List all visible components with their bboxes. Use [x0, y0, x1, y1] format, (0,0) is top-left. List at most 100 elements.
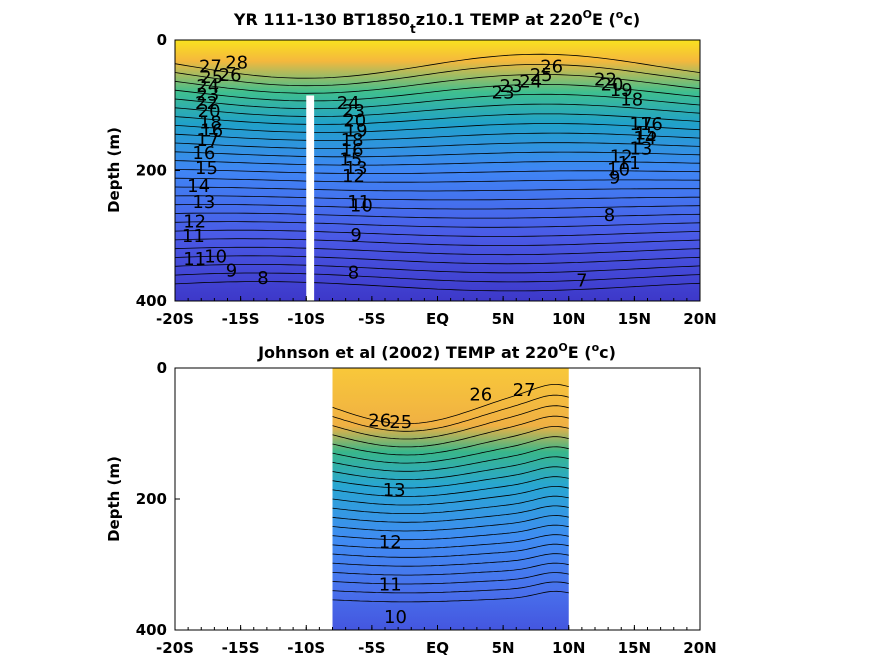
contour-label: 22 — [195, 93, 218, 114]
isotherm-line — [174, 103, 701, 117]
contour-label: 11 — [618, 153, 641, 174]
isotherm-line — [174, 272, 701, 283]
contour-label: 28 — [225, 52, 248, 73]
isotherm-line — [332, 524, 569, 541]
x-tick-label: EQ — [426, 310, 449, 328]
contour-label: 13 — [345, 158, 368, 179]
x-tick-label: -15S — [222, 639, 260, 656]
contour-label: 23 — [500, 76, 523, 97]
x-axis: -20S -15S -10S -5S EQ 5N 10N 15N 20N — [156, 625, 717, 656]
contour-label: 22 — [594, 69, 617, 90]
isotherm-line — [174, 132, 701, 141]
x-tick-label: EQ — [426, 639, 449, 656]
x-tick-label: 20N — [683, 639, 716, 656]
isotherm-line — [174, 177, 701, 183]
contour-label: 8 — [604, 205, 615, 226]
data-gap — [306, 95, 315, 302]
x-tick-label: 5N — [492, 639, 515, 656]
contour-label: 10 — [384, 607, 407, 628]
isotherm-line — [174, 195, 700, 201]
contour-label: 18 — [620, 90, 643, 111]
isotherm-line — [174, 142, 701, 149]
chart-title-model: YR 111-130 BT1850tz10.1 TEMP at 220OE (o… — [233, 8, 640, 36]
contour-label: 18 — [199, 113, 222, 134]
isotherm-line — [332, 415, 569, 448]
contour-label: 27 — [199, 56, 222, 77]
contour-label: 7 — [576, 270, 587, 291]
contour-label: 15 — [339, 150, 362, 171]
isotherm-line — [332, 486, 569, 506]
isotherm-line — [332, 456, 569, 480]
isotherm-line — [332, 534, 569, 549]
contour-label: 26 — [219, 65, 242, 86]
contour-label: 13 — [192, 192, 215, 213]
isotherm-line — [174, 229, 701, 237]
contour-label: 23 — [196, 84, 219, 105]
contour-label: 26 — [469, 385, 492, 406]
contour-label: 8 — [257, 268, 268, 289]
isotherm-line — [174, 264, 701, 274]
contour-label: 10 — [607, 160, 630, 181]
isotherm-line — [174, 281, 701, 292]
x-tick-label: -10S — [287, 310, 325, 328]
y-axis: 0 200 400 — [136, 359, 180, 639]
temperature-field — [332, 368, 569, 630]
isotherm-line — [174, 64, 701, 87]
contour-label: 19 — [610, 80, 633, 101]
contour-label: 26 — [540, 56, 563, 77]
x-tick-label: -15S — [222, 310, 260, 328]
contour-label: 16 — [341, 140, 364, 161]
contour-label: 11 — [347, 192, 370, 213]
contour-label: 25 — [530, 65, 553, 86]
isotherm-line — [174, 246, 701, 256]
isotherm-line — [174, 212, 701, 219]
contour-label: 12 — [342, 166, 365, 187]
y-axis-label: Depth (m) — [105, 456, 123, 542]
contour-label: 11 — [379, 574, 402, 595]
isotherm-line — [332, 436, 569, 464]
y-tick-label: 0 — [157, 31, 167, 49]
isotherm-line — [332, 572, 569, 585]
contour-label: 12 — [610, 146, 633, 167]
isotherm-line — [332, 476, 569, 497]
isotherm-line — [332, 515, 569, 532]
y-tick-label: 400 — [136, 621, 167, 639]
contour-label: 13 — [383, 480, 406, 501]
contour-label: 17 — [196, 130, 219, 151]
isotherm-line — [332, 466, 569, 489]
contour-label: 20 — [198, 101, 221, 122]
isotherm-line — [332, 394, 569, 432]
contour-label: 13 — [629, 139, 652, 160]
isotherm-line — [332, 405, 569, 440]
x-tick-label: 5N — [492, 310, 515, 328]
y-axis: 0 200 400 — [136, 31, 180, 310]
contour-label: 16 — [640, 114, 663, 135]
contour-label: 20 — [601, 75, 624, 96]
isotherm-line — [174, 123, 701, 133]
contour-label: 25 — [200, 67, 223, 88]
isotherm-line — [174, 151, 701, 158]
isotherm-line — [332, 426, 569, 456]
x-tick-label: 15N — [618, 639, 651, 656]
contour-label: 24 — [196, 76, 219, 97]
x-axis: -20S -15S -10S -5S EQ 5N 10N 15N 20N — [156, 296, 717, 328]
isotherm-line — [174, 83, 701, 102]
isotherm-line — [174, 169, 701, 174]
x-tick-label: -10S — [287, 639, 325, 656]
contour-label: 15 — [635, 124, 658, 145]
contour-label: 19 — [345, 120, 368, 141]
y-tick-label: 200 — [136, 490, 167, 508]
contour-label: 16 — [200, 120, 223, 141]
x-tick-label: -20S — [156, 639, 194, 656]
isotherm-line — [174, 255, 701, 265]
x-tick-label: 10N — [552, 639, 585, 656]
contour-label: 10 — [204, 246, 227, 267]
x-tick-label: 15N — [618, 310, 651, 328]
isotherm-lines — [174, 53, 701, 292]
contour-label: 9 — [350, 225, 361, 246]
contour-label: 11 — [182, 226, 205, 247]
contour-label: 17 — [629, 114, 652, 135]
isotherm-line — [174, 73, 701, 94]
